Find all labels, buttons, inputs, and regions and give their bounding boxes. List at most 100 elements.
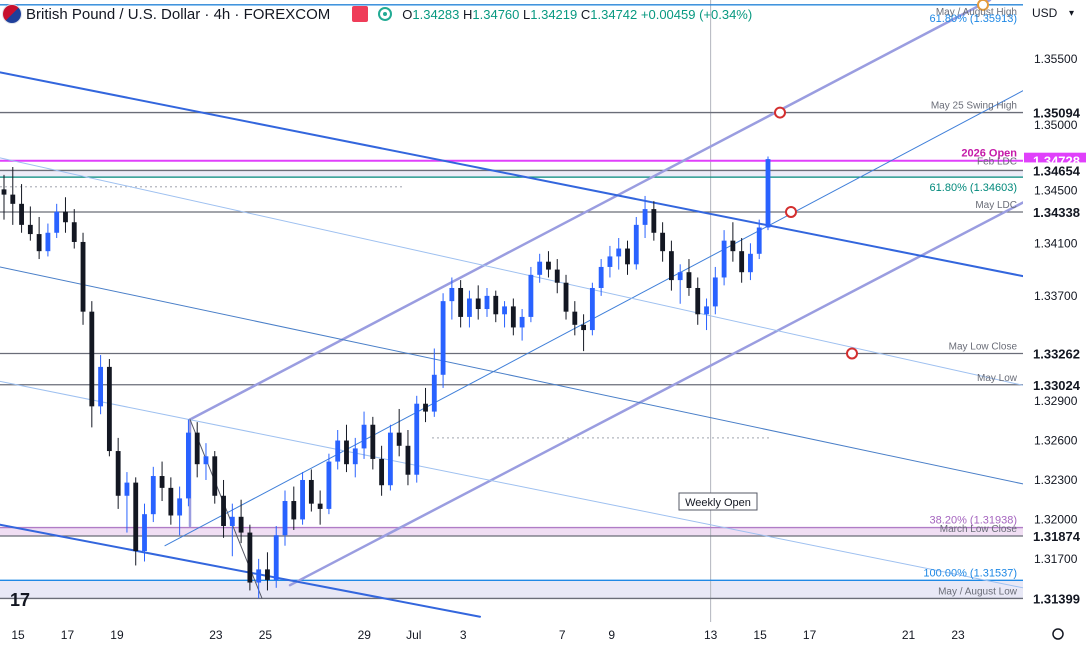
candle-body-50 — [440, 301, 446, 375]
candle-body-74 — [651, 209, 657, 233]
y-tick-6: 1.32600 — [1034, 434, 1078, 448]
candle-body-9 — [80, 241, 86, 312]
x-tick-5: 29 — [358, 628, 372, 642]
axis-tag-6: 1.34338 — [1033, 205, 1080, 220]
level-label-4: Feb LDC — [977, 156, 1017, 167]
candle-body-5 — [45, 232, 51, 252]
candle-body-35 — [308, 479, 314, 504]
weekly-open-label: Weekly Open — [685, 497, 751, 509]
candle-body-65 — [572, 311, 578, 325]
candle-body-24 — [212, 456, 218, 496]
x-tick-13: 21 — [902, 628, 916, 642]
marker-august-high — [977, 0, 989, 11]
candle-body-66 — [581, 324, 587, 331]
level-label-9: 38.20% (1.31938) — [930, 515, 1017, 527]
level-label-0: May / August High — [936, 7, 1017, 18]
axis-tag-bg-8 — [1024, 376, 1086, 393]
candle-body-26 — [229, 516, 235, 527]
level-label-1: 61.80% (1.35913) — [930, 13, 1017, 25]
axis-tag-4: 1.34654 — [1033, 163, 1081, 178]
slope-thin-2 — [0, 266, 1024, 485]
candle-body-86 — [756, 227, 762, 254]
candle-body-43 — [379, 458, 385, 486]
gear-icon[interactable] — [1052, 628, 1064, 640]
x-tick-7: 3 — [460, 628, 467, 642]
ohlc-readout: O1.34283 H1.34760 L1.34219 C1.34742 +0.0… — [402, 6, 753, 22]
candle-body-52 — [458, 287, 464, 317]
y-tick-2: 1.34500 — [1034, 184, 1078, 198]
currency-selector[interactable]: USD ▾ — [1024, 2, 1080, 24]
candle-body-3 — [27, 224, 33, 235]
candle-body-61 — [537, 261, 543, 275]
tv-logo-icon: 17 — [10, 590, 30, 610]
level-label-8: May Low — [977, 373, 1018, 384]
candle-body-73 — [642, 209, 648, 225]
candle-body-60 — [528, 274, 534, 317]
x-tick-6: Jul — [406, 628, 421, 642]
alert-flag-icon[interactable] — [352, 6, 369, 22]
candles — [1, 156, 771, 599]
candle-body-31 — [273, 535, 279, 580]
slope-thin-3 — [0, 380, 1024, 589]
candle-body-82 — [721, 240, 727, 278]
candle-body-45 — [396, 432, 402, 446]
axis-tag-2: 1.35094 — [1033, 106, 1081, 121]
time-axis[interactable]: 15 17 19 23 25 29 Jul 3 7 9 13 15 17 21 23 — [0, 622, 1023, 643]
candle-body-10 — [89, 311, 95, 407]
y-tick-3: 1.34100 — [1034, 236, 1078, 250]
gbp-usd-flag-icon — [2, 4, 22, 24]
chevron-down-icon: ▾ — [1068, 7, 1074, 19]
candle-body-71 — [625, 248, 630, 265]
candle-body-80 — [704, 306, 709, 315]
candle-body-46 — [405, 445, 411, 475]
axis-tag-bg-6 — [1024, 203, 1086, 220]
level-label-5: 61.80% (1.34603) — [930, 182, 1017, 194]
trendlines — [0, 0, 1025, 618]
zone-march-low — [0, 527, 1023, 536]
candle-body-83 — [730, 240, 736, 252]
candle-body-85 — [748, 253, 753, 273]
candle-body-59 — [519, 316, 525, 328]
candle-body-58 — [510, 306, 516, 328]
candle-body-70 — [616, 248, 622, 257]
axis-tag-bg-12 — [1024, 590, 1086, 607]
x-tick-10: 13 — [704, 628, 718, 642]
symbol-title[interactable]: British Pound / U.S. Dollar · 4h · FOREX… — [26, 5, 331, 23]
candle-body-57 — [502, 306, 507, 315]
candle-body-20 — [177, 498, 183, 516]
x-tick-4: 25 — [259, 628, 273, 642]
candle-body-1 — [10, 194, 16, 204]
candle-body-13 — [115, 451, 121, 496]
level-label-10: March Low Close — [940, 524, 1018, 535]
channel-lower — [288, 201, 1025, 587]
marker-may-ldc — [785, 205, 797, 218]
x-tick-12: 17 — [803, 628, 817, 642]
marker-may-low-close — [846, 347, 858, 360]
x-tick-14: 23 — [951, 628, 965, 642]
marker-swing-high — [774, 106, 786, 119]
zone-may-aug-low — [0, 580, 1023, 599]
candle-body-67 — [589, 287, 595, 331]
axis-tag-bg-2 — [1024, 104, 1086, 121]
candle-body-44 — [387, 432, 393, 486]
candle-body-47 — [414, 403, 420, 475]
level-label-3: 2026 Open — [961, 148, 1017, 160]
candle-body-42 — [370, 424, 376, 459]
y-tick-8: 1.32000 — [1034, 512, 1078, 526]
price-axis[interactable]: 1.35500 1.35000 1.34500 1.34100 1.33700 1.329… — [1023, 0, 1087, 643]
chart-header: British Pound / U.S. Dollar · 4h · FOREX… — [0, 0, 1020, 28]
level-label-2: May 25 Swing High — [931, 101, 1017, 112]
x-tick-3: 23 — [209, 628, 223, 642]
candle-body-55 — [484, 295, 490, 310]
x-tick-0: 15 — [11, 628, 25, 642]
candle-body-21 — [185, 432, 191, 499]
candle-body-76 — [668, 251, 674, 281]
time-axis-background — [0, 622, 1023, 643]
candle-body-28 — [247, 532, 253, 583]
candle-body-78 — [686, 272, 692, 288]
gridlines — [0, 0, 770, 622]
candle-body-87 — [765, 159, 771, 228]
